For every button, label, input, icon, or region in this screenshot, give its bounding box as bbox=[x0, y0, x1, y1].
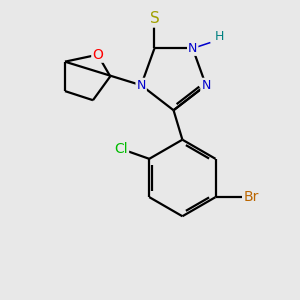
Text: O: O bbox=[92, 48, 103, 62]
Text: H: H bbox=[214, 30, 224, 43]
Text: Br: Br bbox=[243, 190, 259, 204]
Text: N: N bbox=[188, 42, 197, 55]
Text: N: N bbox=[201, 79, 211, 92]
Text: S: S bbox=[149, 11, 159, 26]
Text: Cl: Cl bbox=[115, 142, 128, 155]
Text: N: N bbox=[136, 79, 146, 92]
